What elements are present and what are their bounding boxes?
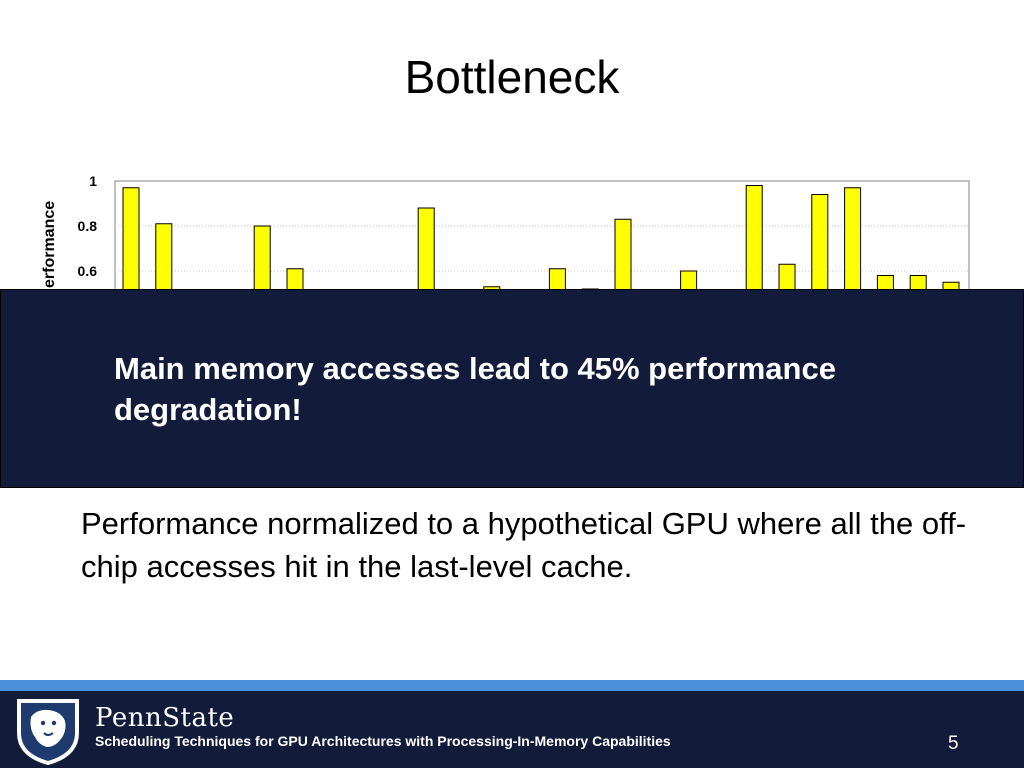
bar — [286, 268, 304, 290]
plot-area — [114, 180, 970, 290]
y-tick-label: 0.6 — [78, 263, 98, 279]
bar — [155, 223, 173, 290]
bar — [483, 286, 501, 290]
slide-title: Bottleneck — [404, 51, 620, 103]
nittany-lion-shield-icon — [17, 699, 79, 765]
chart-caption: Performance normalized to a hypothetical… — [81, 506, 967, 584]
bar — [122, 187, 140, 290]
footer-stripe — [0, 680, 1024, 691]
bar — [745, 185, 763, 290]
y-axis-label: erformance — [41, 201, 58, 288]
footer-title: Scheduling Techniques for GPU Architectu… — [95, 733, 671, 749]
bar — [680, 270, 698, 290]
bar — [548, 268, 566, 290]
footer: PennState Scheduling Techniques for GPU … — [0, 691, 1024, 768]
bars — [122, 185, 960, 290]
bar — [778, 263, 796, 290]
bar — [844, 187, 862, 290]
bar — [942, 281, 960, 290]
bar — [417, 207, 435, 290]
callout-box: Main memory accesses lead to 45% perform… — [0, 289, 1024, 488]
pennstate-wordmark: PennState — [95, 703, 235, 733]
y-tick-labels: 0.6 0.8 1 — [78, 173, 98, 279]
bar — [876, 275, 894, 290]
bar — [614, 218, 632, 290]
y-tick-label: 0.8 — [78, 218, 98, 234]
bar — [253, 225, 271, 290]
bar — [909, 275, 927, 290]
bar-chart: 0.6 0.8 1 erformance — [41, 173, 970, 290]
bar — [811, 194, 829, 290]
page-number: 5 — [948, 733, 959, 754]
y-tick-label: 1 — [89, 173, 97, 189]
callout-text: Main memory accesses lead to 45% perform… — [114, 351, 836, 427]
